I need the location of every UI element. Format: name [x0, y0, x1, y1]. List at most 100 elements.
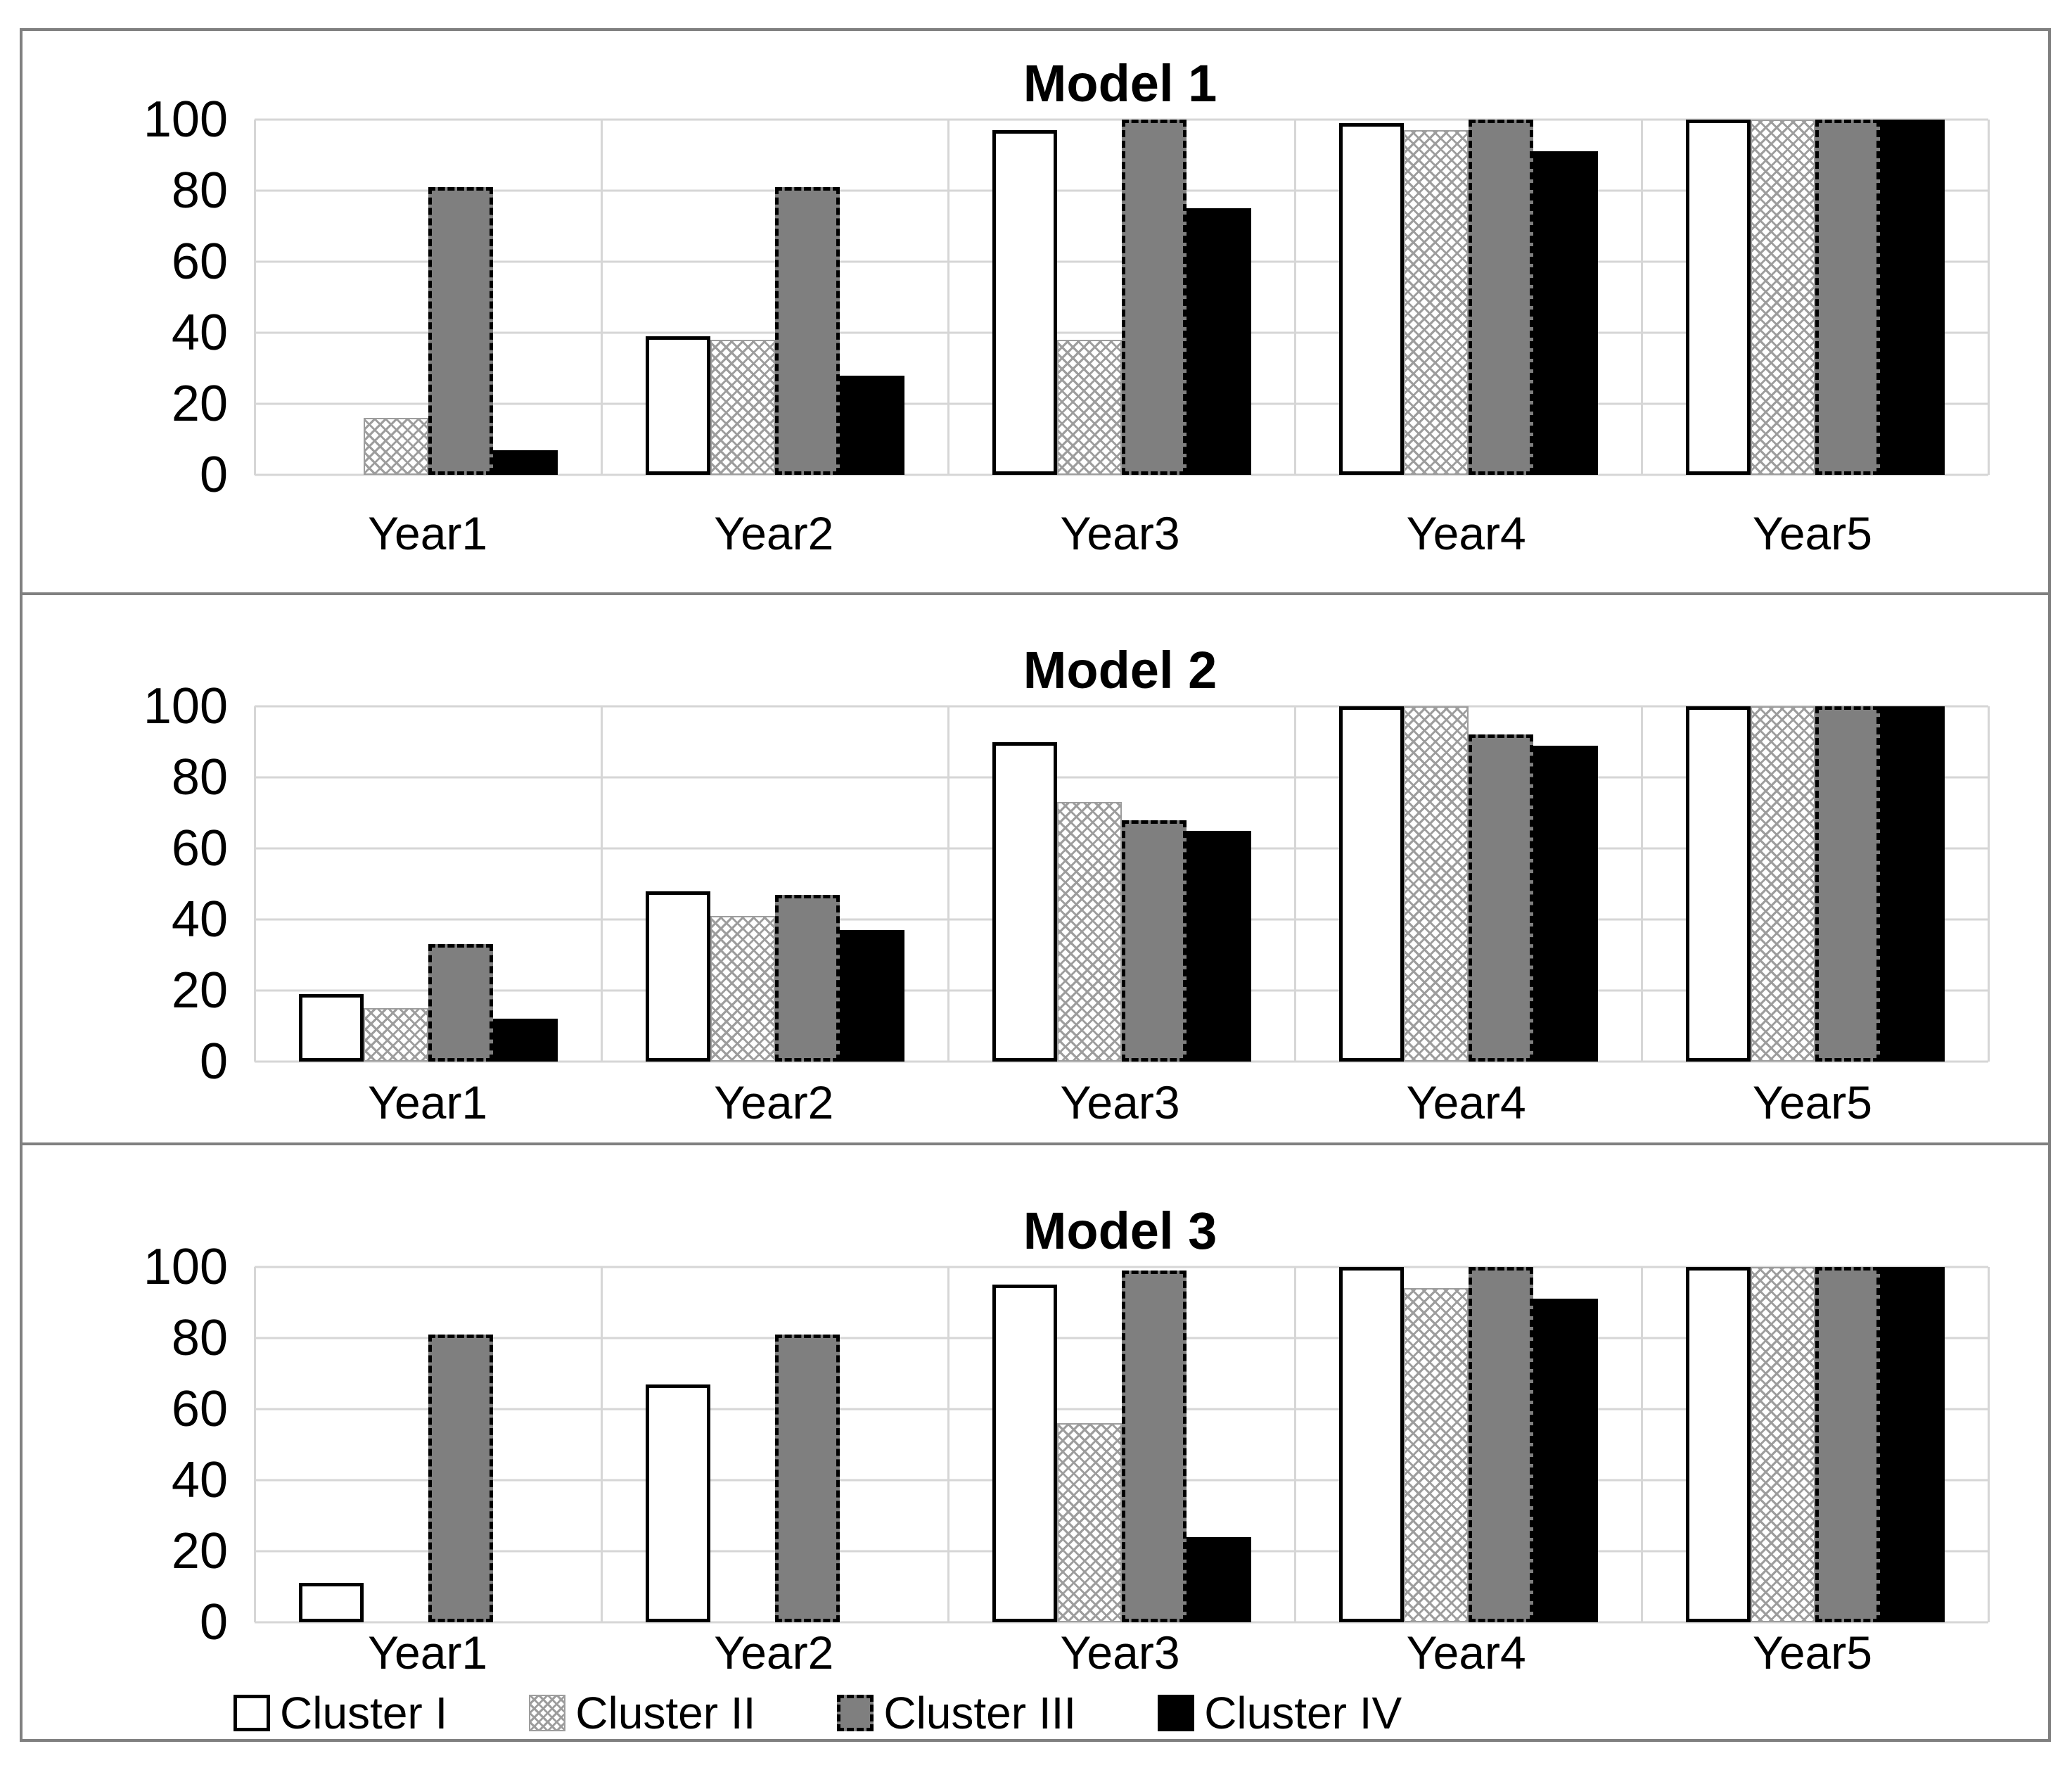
bar-cluster-ii — [1403, 130, 1469, 475]
x-axis-category-label: Year1 — [368, 1626, 488, 1679]
bar-cluster-iii — [774, 186, 840, 475]
vertical-gridline — [1987, 1267, 1990, 1622]
legend-item-cluster-3: Cluster III — [837, 1691, 1076, 1736]
bar-cluster-ii — [1056, 340, 1122, 475]
horizontal-gridline — [255, 776, 1988, 779]
bar-cluster-i — [1338, 706, 1404, 1062]
horizontal-gridline — [255, 1621, 1988, 1624]
y-axis-tick-label: 80 — [171, 163, 228, 219]
bar-cluster-iv — [492, 1019, 558, 1062]
bar-cluster-i — [1685, 706, 1751, 1062]
bar-cluster-i — [298, 1583, 364, 1622]
bar-cluster-i — [645, 336, 710, 475]
plot-row: 0 20 40 60 80 100 — [23, 1242, 2048, 1648]
bar-cluster-iv — [839, 375, 904, 475]
vertical-gridline — [253, 120, 256, 475]
bar-group-year4 — [1295, 706, 1642, 1062]
bar-cluster-iv — [839, 930, 904, 1062]
x-axis-labels: Year1 Year2 Year3 Year4 Year5 — [255, 475, 1985, 591]
chart-title: Model 1 — [1023, 54, 1217, 113]
x-axis-category-label: Year2 — [714, 1076, 834, 1128]
vertical-gridline — [947, 120, 949, 475]
y-axis-tick-label: 20 — [171, 962, 228, 1019]
vertical-gridline — [1293, 1267, 1296, 1622]
bar-cluster-ii — [710, 915, 775, 1062]
bar-cluster-ii — [1403, 706, 1469, 1062]
plot-row: 0 20 40 60 80 100 — [23, 681, 2048, 1087]
bar-cluster-iv — [1533, 1299, 1598, 1622]
bar-cluster-ii — [1750, 1267, 1815, 1622]
bar-group-year2 — [601, 1267, 948, 1622]
horizontal-gridline — [255, 705, 1988, 708]
vertical-gridline — [1987, 120, 1990, 475]
plot-area — [253, 1266, 1990, 1624]
x-axis-category-label: Year4 — [1406, 507, 1526, 559]
bar-group-year4 — [1295, 1267, 1642, 1622]
bar-cluster-iii — [1815, 120, 1880, 475]
x-axis-category-label: Year2 — [714, 507, 834, 559]
vertical-gridline — [1640, 706, 1643, 1062]
bar-cluster-i — [1685, 120, 1751, 475]
cluster-1-swatch-icon — [234, 1695, 270, 1731]
bar-group-year3 — [948, 1267, 1295, 1622]
bar-cluster-iv — [1186, 830, 1251, 1062]
y-axis-tick-label: 40 — [171, 305, 228, 361]
y-axis-tick-label: 60 — [171, 234, 228, 290]
horizontal-gridline — [255, 473, 1988, 476]
bar-group-year5 — [1642, 120, 1988, 475]
bar-cluster-i — [992, 130, 1057, 475]
vertical-gridline — [253, 1267, 256, 1622]
bar-cluster-iv — [1186, 1536, 1251, 1622]
x-axis-labels: Year1 Year2 Year3 Year4 Year5 — [255, 1062, 1985, 1142]
y-axis-tick-label: 100 — [143, 678, 228, 734]
y-axis-labels: 0 20 40 60 80 100 — [23, 681, 255, 1087]
bar-cluster-iv — [1879, 706, 1945, 1062]
x-axis-category-label: Year5 — [1752, 507, 1872, 559]
vertical-gridline — [600, 1267, 603, 1622]
bar-cluster-iv — [492, 450, 558, 475]
vertical-gridline — [1640, 1267, 1643, 1622]
x-axis-category-label: Year4 — [1406, 1076, 1526, 1128]
bar-cluster-ii — [1750, 706, 1815, 1062]
bar-cluster-iv — [1533, 745, 1598, 1062]
y-axis-tick-label: 100 — [143, 1239, 228, 1295]
horizontal-gridline — [255, 1060, 1988, 1063]
legend-item-cluster-4: Cluster IV — [1158, 1691, 1402, 1736]
y-axis-tick-label: 0 — [199, 1033, 228, 1090]
bar-group-year5 — [1642, 706, 1988, 1062]
legend-label: Cluster I — [280, 1688, 448, 1738]
chart-title-row: Model 3 — [255, 1145, 1985, 1261]
bar-group-year3 — [948, 120, 1295, 475]
legend-item-cluster-2: Cluster II — [529, 1691, 755, 1736]
x-axis-category-label: Year1 — [368, 1076, 488, 1128]
bar-group-year5 — [1642, 1267, 1988, 1622]
figure-frame: Model 1 0 20 40 60 80 100 Year1 Year2 Year3 Year… — [20, 28, 2051, 1742]
y-axis-tick-label: 40 — [171, 1452, 228, 1508]
bar-cluster-i — [298, 994, 364, 1062]
bar-cluster-ii — [710, 340, 775, 475]
vertical-gridline — [947, 706, 949, 1062]
y-axis-tick-label: 60 — [171, 820, 228, 877]
plot-area — [253, 705, 1990, 1063]
bar-cluster-iv — [1533, 151, 1598, 475]
bar-cluster-iii — [428, 944, 493, 1062]
legend-item-cluster-1: Cluster I — [234, 1691, 447, 1736]
bar-cluster-iii — [428, 186, 493, 475]
cluster-2-swatch-icon — [529, 1695, 566, 1731]
bar-cluster-ii — [1750, 120, 1815, 475]
vertical-gridline — [1640, 120, 1643, 475]
chart-title: Model 3 — [1023, 1202, 1217, 1260]
bar-cluster-ii — [363, 1008, 428, 1062]
bar-cluster-i — [1338, 1267, 1404, 1622]
chart-title: Model 2 — [1023, 641, 1217, 699]
bar-cluster-i — [992, 1285, 1057, 1622]
bar-cluster-iii — [1815, 1267, 1880, 1622]
vertical-gridline — [253, 706, 256, 1062]
bar-cluster-i — [1338, 123, 1404, 475]
cluster-4-swatch-icon — [1158, 1695, 1195, 1731]
plot-area — [253, 118, 1990, 476]
bar-cluster-ii — [363, 418, 428, 475]
bar-cluster-i — [992, 741, 1057, 1062]
bar-cluster-iii — [1121, 820, 1187, 1062]
vertical-gridline — [1987, 706, 1990, 1062]
